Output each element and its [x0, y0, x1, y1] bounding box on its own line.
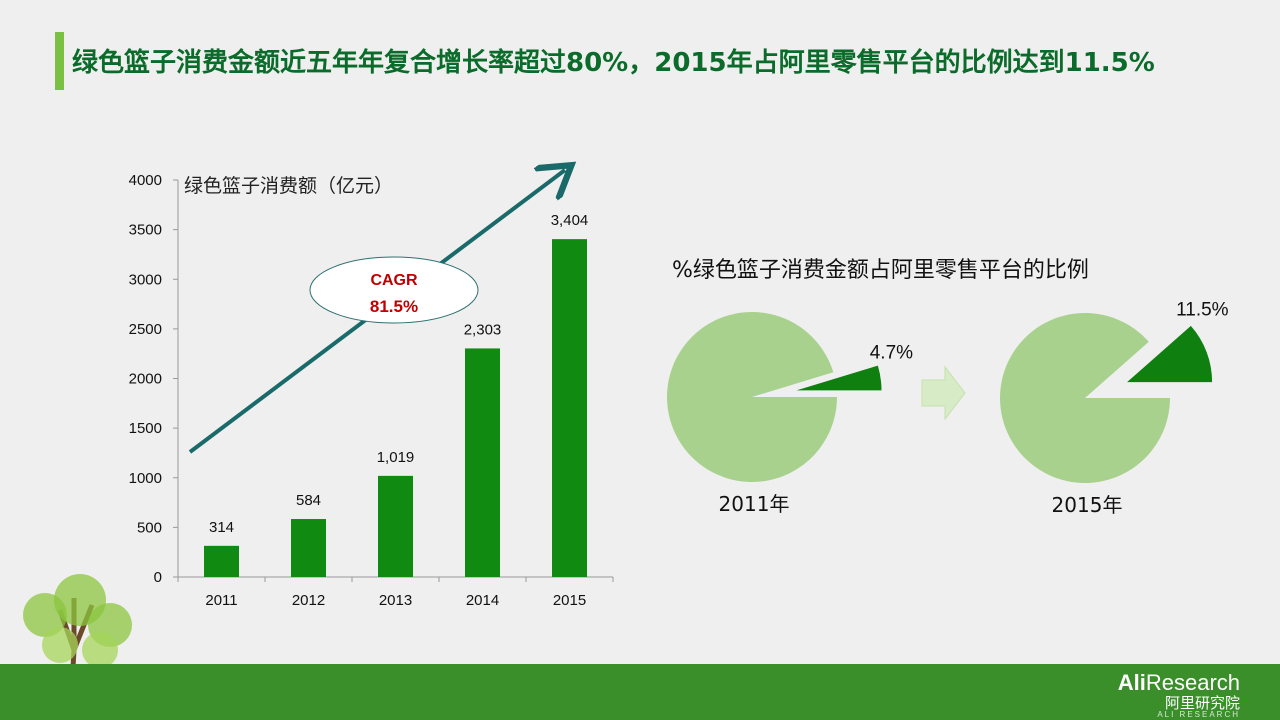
footer-band — [0, 664, 1280, 720]
y-tick-label: 2500 — [129, 321, 162, 338]
pie-main-slice — [667, 312, 838, 483]
bar-value-label: 314 — [209, 519, 234, 536]
bars: 314 584 1,019 2,303 3,404 — [204, 212, 588, 577]
x-tick-label: 2012 — [292, 592, 325, 609]
bar-value-label: 2,303 — [464, 321, 502, 338]
y-tick-label: 3500 — [129, 222, 162, 239]
title-accent-bar — [55, 32, 64, 90]
brand-logo: AliResearch 阿里研究院 ALI RESEARCH — [1117, 670, 1240, 719]
x-tick-label: 2014 — [466, 592, 499, 609]
pie-chart: %绿色篮子消费金额占阿里零售平台的比例 4.7% 2011年 11.5% 2015年 — [667, 258, 1229, 517]
pie-year-label: 2015年 — [1052, 493, 1123, 517]
pie-year-label: 2011年 — [719, 492, 790, 516]
y-tick-label: 1500 — [129, 420, 162, 437]
y-ticks: 0 500 1000 1500 2000 2500 3000 3500 4000 — [129, 172, 178, 586]
y-tick-label: 0 — [154, 569, 162, 586]
x-tick-label: 2013 — [379, 592, 412, 609]
y-tick-label: 3000 — [129, 271, 162, 288]
x-ticks: 2011 2012 2013 2014 2015 — [177, 577, 614, 609]
y-tick-label: 1000 — [129, 470, 162, 487]
cagr-label: CAGR — [370, 272, 418, 289]
x-tick-label: 2011 — [205, 592, 237, 609]
page-title: 绿色篮子消费金额近五年年复合增长率超过80%，2015年占阿里零售平台的比例达到… — [72, 48, 1155, 78]
cagr-bubble — [309, 256, 479, 324]
right-arrow-icon — [921, 365, 966, 421]
y-tick-label: 2000 — [129, 371, 162, 388]
tree-icon — [23, 574, 132, 720]
pie-chart-title: %绿色篮子消费金额占阿里零售平台的比例 — [672, 258, 1089, 283]
y-axis-label: 绿色篮子消费额（亿元） — [184, 175, 393, 197]
bar-2011 — [204, 545, 239, 577]
bar-2012 — [291, 519, 326, 577]
bar-value-label: 584 — [296, 492, 321, 509]
pie-highlight-slice — [1127, 325, 1213, 383]
pie-share-label: 4.7% — [870, 343, 913, 364]
y-tick-label: 500 — [137, 519, 162, 536]
bar-2015 — [552, 239, 587, 577]
pie-highlight-slice — [796, 365, 882, 391]
pie-main-slice — [1000, 313, 1170, 484]
x-tick-label: 2015 — [553, 592, 586, 609]
pie-share-label: 11.5% — [1176, 299, 1229, 320]
y-tick-label: 4000 — [129, 172, 162, 189]
cagr-value: 81.5% — [370, 297, 418, 316]
bar-2013 — [378, 475, 413, 577]
bar-value-label: 3,404 — [551, 212, 589, 229]
bar-2014 — [465, 348, 500, 577]
bar-value-label: 1,019 — [377, 449, 415, 466]
